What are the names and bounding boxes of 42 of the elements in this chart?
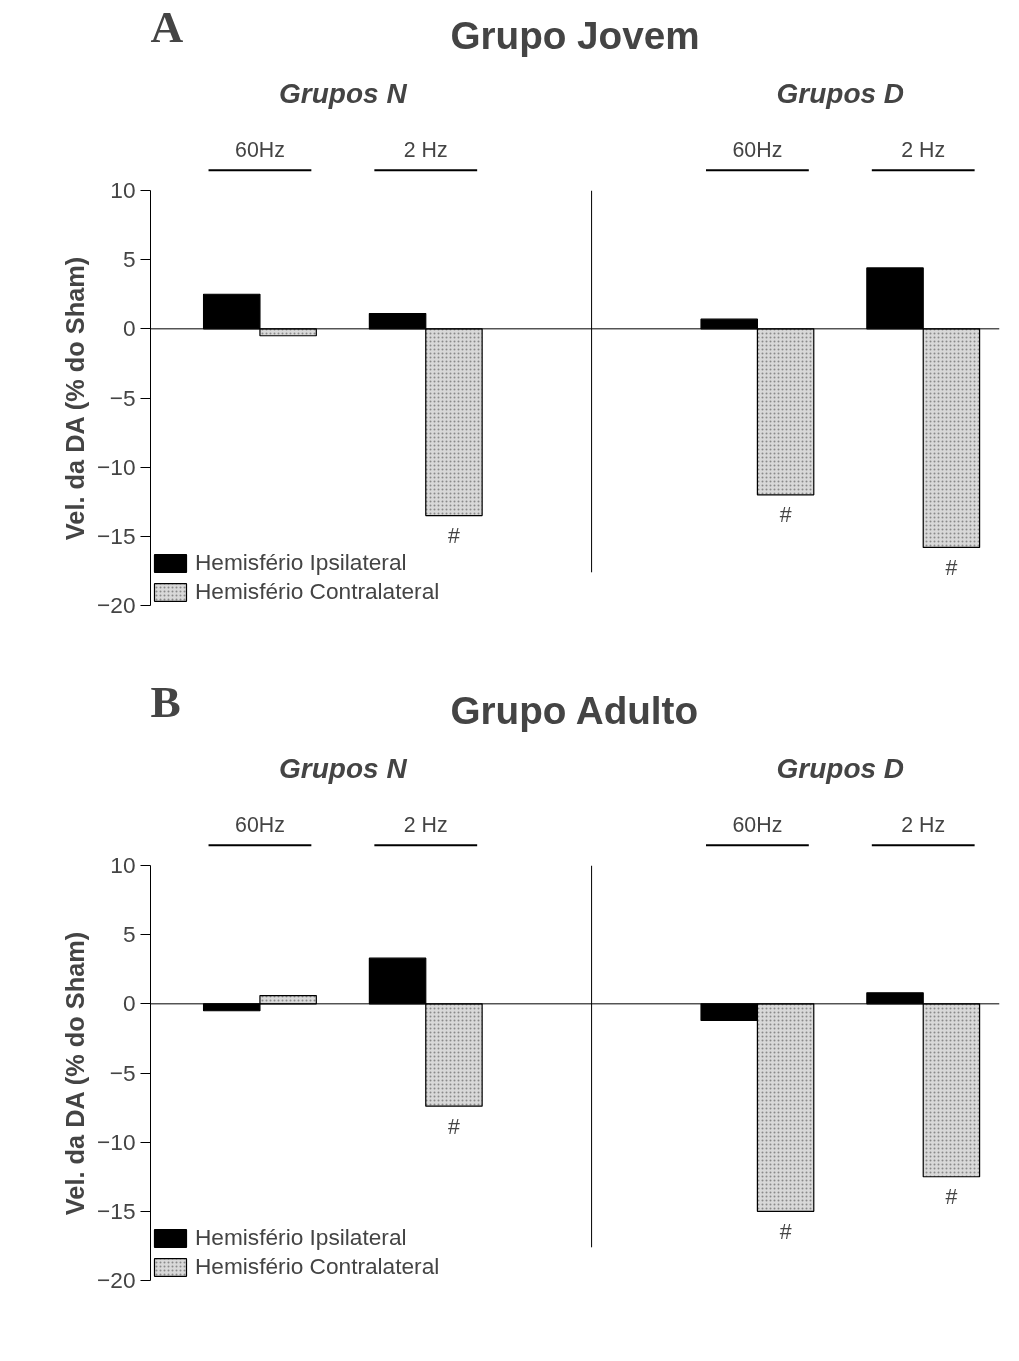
legend-label: Hemisfério Contralateral: [195, 1253, 440, 1280]
y-tick-label: 10: [110, 852, 136, 878]
y-tick-label: −20: [97, 1267, 136, 1293]
y-tick-label: 5: [122, 921, 136, 948]
y-axis-title: Vel. da DA (% do Sham): [61, 931, 90, 1216]
legend-label: Hemisfério Ipsilateral: [195, 549, 407, 576]
y-tick-label: −10: [97, 453, 136, 480]
y-tick-label: −20: [97, 592, 136, 618]
text: Grupos N: [279, 78, 408, 109]
legend-label: Hemisfério Contralateral: [195, 578, 440, 605]
y-tick-label: 0: [122, 315, 136, 342]
annotation: #: [945, 555, 958, 580]
annotation: #: [448, 1114, 461, 1139]
text: A: [150, 1, 184, 52]
annotation: #: [945, 1185, 958, 1210]
text: B: [150, 676, 181, 727]
x-tick-label: 60Hz: [235, 812, 285, 837]
x-tick-label: 2 Hz: [403, 137, 448, 162]
x-tick-label: 60Hz: [235, 137, 285, 162]
y-tick-label: −15: [97, 1197, 136, 1224]
y-tick-label: 10: [110, 177, 136, 203]
y-tick-label: −5: [109, 1059, 136, 1086]
annotation: #: [779, 503, 792, 528]
x-tick-label: 60Hz: [732, 137, 783, 162]
annotation: #: [779, 1219, 792, 1244]
y-tick-label: 5: [122, 246, 136, 273]
text: Grupos N: [279, 753, 408, 784]
legend-label: Hemisfério Ipsilateral: [195, 1224, 407, 1251]
x-tick-label: 2 Hz: [901, 812, 946, 837]
y-tick-label: 0: [122, 990, 136, 1017]
chart-title: Grupo Adulto: [450, 689, 699, 732]
y-tick-label: −5: [109, 384, 136, 411]
y-tick-label: −15: [97, 522, 136, 549]
annotation: #: [448, 523, 461, 548]
y-tick-label: −10: [97, 1128, 136, 1155]
y-axis-title: Vel. da DA (% do Sham): [61, 256, 90, 541]
chart-title: Grupo Jovem: [450, 14, 700, 57]
x-tick-label: 2 Hz: [901, 137, 946, 162]
x-tick-label: 2 Hz: [403, 812, 448, 837]
text: Grupos D: [776, 753, 905, 784]
x-tick-label: 60Hz: [732, 812, 783, 837]
text: Grupos D: [776, 78, 905, 109]
